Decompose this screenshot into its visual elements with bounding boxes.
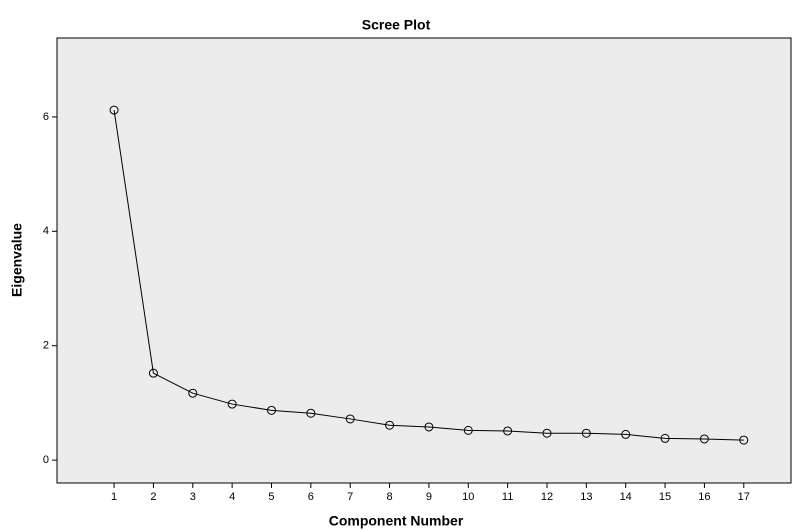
point: [188, 388, 198, 398]
x-tick-label: 7: [347, 491, 353, 503]
point: [621, 429, 631, 439]
point: [148, 368, 158, 378]
x-tick-label: 12: [541, 491, 553, 503]
point: [503, 426, 513, 436]
chart-title: Scree Plot: [362, 17, 431, 33]
line: [113, 109, 744, 441]
plot-area: [56, 37, 792, 484]
x-tick-label: 15: [659, 491, 671, 503]
y-tick-label: 6: [43, 111, 49, 123]
point: [227, 399, 237, 409]
x-tick-label: 14: [620, 491, 632, 503]
point: [699, 434, 709, 444]
x-tick-label: 8: [387, 491, 393, 503]
x-tick-label: 13: [580, 491, 592, 503]
y-tick-label: 0: [43, 454, 49, 466]
y-axis-title: Eigenvalue: [9, 223, 25, 297]
point: [581, 428, 591, 438]
y-tick-label: 4: [43, 225, 49, 237]
x-tick-label: 3: [190, 491, 196, 503]
x-tick-label: 9: [426, 491, 432, 503]
point: [345, 414, 355, 424]
x-tick-label: 2: [150, 491, 156, 503]
x-axis-title: Component Number: [329, 513, 464, 529]
x-tick-label: 11: [502, 491, 513, 503]
x-tick-label: 1: [111, 491, 117, 503]
point: [306, 408, 316, 418]
point: [542, 428, 552, 438]
point: [266, 405, 276, 415]
x-tick-label: 6: [308, 491, 314, 503]
point: [660, 433, 670, 443]
x-tick-label: 10: [462, 491, 474, 503]
point: [109, 105, 119, 115]
point: [463, 425, 473, 435]
x-tick-label: 4: [229, 491, 235, 503]
x-tick-label: 5: [268, 491, 274, 503]
point: [739, 435, 749, 445]
point: [424, 422, 434, 432]
x-tick-label: 17: [738, 491, 750, 503]
point: [385, 420, 395, 430]
y-tick-label: 2: [43, 340, 49, 352]
x-tick-label: 16: [698, 491, 710, 503]
